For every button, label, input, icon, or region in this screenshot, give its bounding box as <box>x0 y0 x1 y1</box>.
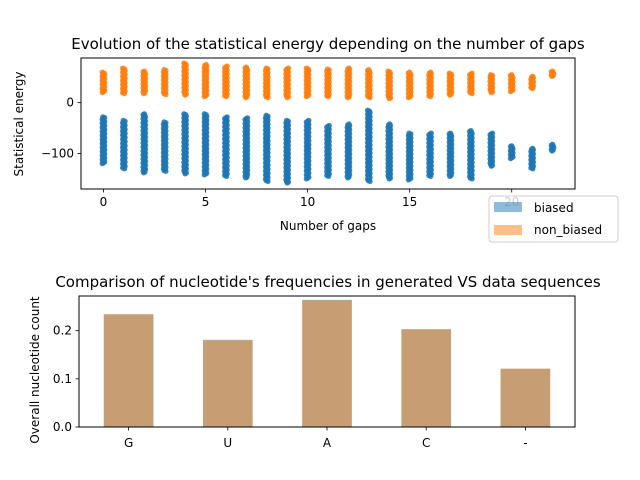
x-tick-label: - <box>523 436 527 450</box>
scatter-point <box>468 127 474 134</box>
x-tick-label: 10 <box>300 195 315 209</box>
legend: biased non_biased <box>488 195 619 243</box>
scatter-x-ticks: 05101520 <box>100 189 519 209</box>
scatter-point <box>141 68 147 74</box>
y-tick-label: 0.2 <box>53 324 72 338</box>
scatter-point <box>489 130 496 136</box>
scatter-point <box>161 66 167 73</box>
x-tick-label: 0 <box>100 195 108 209</box>
legend-swatch-biased <box>494 202 522 212</box>
scatter-point <box>530 145 536 152</box>
bar-title: Comparison of nucleotide's frequencies i… <box>55 273 601 291</box>
scatter-point <box>303 65 310 71</box>
x-tick-label: G <box>124 436 133 450</box>
legend-swatch-non-biased <box>494 225 522 235</box>
x-tick-label: A <box>323 436 332 450</box>
scatter-point <box>446 70 452 76</box>
scatter-point <box>306 117 312 124</box>
scatter-point <box>326 122 332 129</box>
scatter-point <box>244 115 251 121</box>
scatter-point <box>387 121 393 127</box>
scatter-point <box>224 114 230 120</box>
bar-chart: Comparison of nucleotide's frequencies i… <box>28 273 601 450</box>
scatter-point <box>469 70 475 76</box>
scatter-point <box>427 69 434 75</box>
scatter-point <box>100 114 106 120</box>
scatter-point <box>263 65 269 71</box>
bars <box>103 299 551 427</box>
scatter-point <box>549 68 556 74</box>
scatter-point <box>549 141 556 148</box>
scatter-point <box>263 112 269 119</box>
scatter-point <box>181 111 187 117</box>
scatter-point <box>406 69 413 75</box>
scatter-x-axis-label: Number of gaps <box>280 219 376 233</box>
x-tick-label: 5 <box>202 195 210 209</box>
bar-G <box>103 314 154 427</box>
scatter-point <box>488 72 494 78</box>
bar-C <box>401 329 451 427</box>
scatter-point <box>224 63 230 69</box>
legend-label-biased: biased <box>534 201 574 215</box>
scatter-point <box>285 65 292 71</box>
x-tick-label: U <box>223 436 232 450</box>
scatter-point <box>201 111 208 117</box>
scatter-point <box>364 107 371 114</box>
y-tick-label: −100 <box>41 146 74 160</box>
x-tick-label: 15 <box>402 195 417 209</box>
scatter-point <box>346 121 352 127</box>
y-tick-label: 0 <box>66 96 74 110</box>
series-non-biased <box>99 60 557 102</box>
scatter-y-axis-label: Statistical energy <box>12 72 26 177</box>
scatter-point <box>243 64 250 70</box>
scatter-point <box>346 65 352 71</box>
scatter-point <box>385 68 391 74</box>
scatter-title: Evolution of the statistical energy depe… <box>71 35 585 53</box>
scatter-point <box>120 117 126 124</box>
scatter-point <box>181 60 187 66</box>
scatter-point <box>366 66 372 73</box>
bar-U <box>203 340 253 427</box>
scatter-point <box>283 117 290 124</box>
bar-y-axis-label: Overall nucleotide count <box>28 296 42 444</box>
scatter-point <box>324 66 331 72</box>
scatter-point <box>99 69 105 75</box>
y-tick-label: 0.1 <box>53 372 72 386</box>
bar-- <box>500 368 551 427</box>
scatter-axes-frame <box>80 57 576 190</box>
scatter-point <box>161 119 167 125</box>
bar-y-ticks: 0.0 0.1 0.2 <box>53 324 79 434</box>
bar-A <box>302 300 352 427</box>
scatter-point <box>428 130 434 136</box>
scatter-point <box>530 73 536 79</box>
scatter-point <box>141 111 147 117</box>
series-biased <box>99 107 557 186</box>
scatter-point <box>509 143 515 149</box>
scatter-point <box>119 65 126 71</box>
scatter-point <box>203 61 209 68</box>
scatter-y-ticks: 0 −100 <box>41 96 81 160</box>
x-tick-label: C <box>422 436 430 450</box>
scatter-point <box>509 72 515 78</box>
scatter-chart: Evolution of the statistical energy depe… <box>12 35 585 233</box>
legend-label-non-biased: non_biased <box>534 223 602 237</box>
scatter-point <box>447 130 454 136</box>
scatter-point <box>406 130 412 136</box>
scatter-points <box>99 60 557 186</box>
bar-series-non-biased <box>103 300 551 427</box>
y-tick-label: 0.0 <box>53 420 72 434</box>
